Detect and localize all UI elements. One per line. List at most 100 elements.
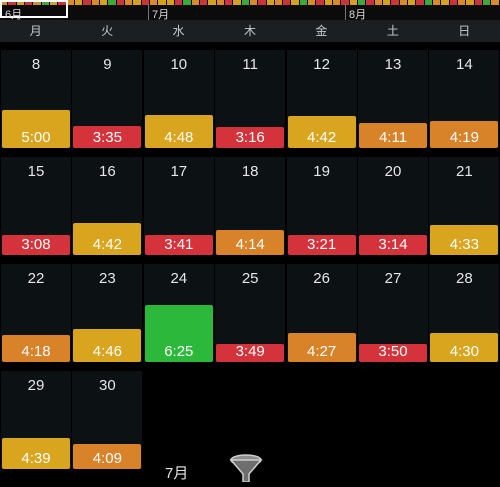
sleep-duration-bar[interactable]: 4:27 — [287, 333, 356, 362]
sleep-duration-bar[interactable]: 3:16 — [216, 127, 285, 148]
sleep-duration-label: 4:30 — [449, 343, 479, 360]
weekday-thu: 木 — [243, 24, 256, 38]
calendar-day-cell[interactable]: 15 3:08 — [1, 157, 71, 255]
sleep-duration-label: 3:50 — [378, 343, 408, 360]
sleep-duration-label: 3:21 — [306, 236, 337, 253]
timeline-day-mark — [258, 0, 266, 5]
sleep-duration-bar[interactable]: 4:19 — [430, 121, 499, 148]
timeline-day-mark — [174, 0, 183, 5]
calendar-day-cell[interactable]: 17 3:41 — [143, 157, 214, 255]
calendar-day-cell[interactable]: 24 6:25 — [143, 264, 214, 362]
sleep-duration-bar[interactable]: 6:25 — [144, 305, 213, 362]
day-number: 24 — [170, 270, 188, 287]
day-number: 20 — [384, 163, 402, 180]
calendar-day-cell[interactable]: 12 4:42 — [286, 50, 357, 148]
timeline-day-mark — [333, 0, 341, 5]
calendar-day-cell[interactable]: 14 4:19 — [429, 50, 500, 148]
weekday-sat: 土 — [386, 24, 399, 38]
calendar-day-cell[interactable]: 19 3:21 — [286, 157, 357, 255]
timeline-day-mark — [58, 0, 66, 5]
timeline-day-mark — [358, 0, 366, 5]
timeline-day-mark — [66, 0, 74, 5]
calendar-day-cell[interactable]: 11 3:16 — [215, 50, 286, 148]
day-number: 13 — [384, 56, 402, 73]
sleep-duration-bar[interactable]: 3:08 — [2, 235, 70, 255]
timeline-day-mark — [266, 0, 274, 5]
day-number: 15 — [27, 163, 45, 180]
sleep-duration-label: 4:42 — [92, 236, 122, 253]
timeline-day-mark — [133, 0, 141, 5]
weekday-wed: 水 — [172, 24, 185, 38]
timeline-day-mark — [391, 0, 399, 5]
sleep-duration-bar[interactable]: 4:14 — [216, 230, 285, 255]
timeline-day-mark — [249, 0, 258, 5]
calendar-day-cell[interactable]: 8 5:00 — [1, 50, 71, 148]
sleep-duration-bar[interactable]: 3:14 — [359, 235, 427, 255]
sleep-duration-bar[interactable]: 4:39 — [2, 438, 70, 469]
sleep-duration-bar[interactable]: 4:33 — [430, 225, 499, 255]
month-timeline[interactable]: 6月 7月 8月 — [0, 0, 500, 21]
sleep-duration-bar[interactable]: 3:41 — [144, 235, 213, 255]
calendar-day-cell[interactable]: 16 4:42 — [72, 157, 143, 255]
weekday-sun: 日 — [458, 24, 471, 38]
weekday-header: 月 火 水 木 金 土 日 — [0, 20, 500, 42]
calendar-day-cell[interactable]: 27 3:50 — [358, 264, 428, 362]
sleep-duration-bar[interactable]: 3:50 — [359, 343, 427, 362]
sleep-duration-bar[interactable]: 5:00 — [2, 110, 70, 148]
sleep-duration-label: 4:09 — [92, 450, 122, 467]
calendar-day-cell[interactable]: 28 4:30 — [429, 264, 500, 362]
timeline-day-mark — [408, 0, 416, 5]
timeline-day-mark — [216, 0, 224, 5]
sleep-duration-label: 4:14 — [235, 236, 265, 253]
calendar-day-cell[interactable]: 25 3:49 — [215, 264, 286, 362]
calendar-day-cell[interactable]: 29 4:39 — [1, 371, 71, 469]
day-number: 9 — [103, 56, 112, 73]
timeline-day-mark — [399, 0, 408, 5]
calendar-day-cell[interactable]: 26 4:27 — [286, 264, 357, 362]
calendar-day-cell[interactable]: 30 4:09 — [72, 371, 143, 469]
timeline-color-strip — [0, 0, 500, 5]
weekday-tue: 火 — [101, 24, 114, 38]
calendar-day-cell[interactable]: 22 4:18 — [1, 264, 71, 362]
timeline-day-mark — [441, 0, 449, 5]
day-number: 30 — [99, 377, 116, 394]
sleep-duration-bar[interactable]: 4:09 — [73, 444, 142, 469]
timeline-day-mark — [41, 0, 49, 5]
sleep-duration-bar[interactable]: 4:42 — [73, 223, 142, 255]
timeline-day-mark — [491, 0, 499, 5]
calendar-day-cell[interactable]: 13 4:11 — [358, 50, 428, 148]
calendar-day-cell[interactable]: 18 4:14 — [215, 157, 286, 255]
sleep-duration-bar[interactable]: 4:48 — [144, 115, 213, 148]
timeline-day-mark — [33, 0, 41, 5]
sleep-duration-bar[interactable]: 3:21 — [287, 235, 356, 255]
sleep-duration-bar[interactable]: 4:18 — [2, 335, 70, 362]
sleep-duration-bar[interactable]: 3:49 — [216, 343, 285, 362]
sleep-duration-bar[interactable]: 4:42 — [287, 116, 356, 148]
selected-month-indicator — [0, 0, 68, 18]
timeline-day-mark — [341, 0, 349, 5]
day-number: 22 — [27, 270, 45, 287]
sleep-duration-bar[interactable]: 3:35 — [73, 126, 142, 148]
sleep-duration-bar[interactable]: 4:11 — [359, 123, 427, 148]
timeline-day-mark — [99, 0, 108, 5]
timeline-day-mark — [424, 0, 433, 5]
timeline-day-mark — [74, 0, 83, 5]
timeline-month-june[interactable]: 6月 — [5, 9, 23, 21]
sleep-duration-label: 3:49 — [235, 343, 265, 360]
sleep-duration-bar[interactable]: 4:46 — [73, 329, 142, 362]
timeline-day-mark — [483, 0, 491, 5]
calendar-day-cell[interactable]: 21 4:33 — [429, 157, 500, 255]
calendar-day-cell[interactable]: 23 4:46 — [72, 264, 143, 362]
calendar-day-cell[interactable]: 20 3:14 — [358, 157, 428, 255]
calendar-day-cell[interactable]: 10 4:48 — [143, 50, 214, 148]
timeline-month-july[interactable]: 7月 — [152, 9, 170, 21]
funnel-icon[interactable] — [226, 452, 266, 483]
sleep-duration-bar[interactable]: 4:30 — [430, 333, 499, 362]
timeline-day-mark — [233, 0, 241, 5]
timeline-day-mark — [83, 0, 91, 5]
timeline-month-august[interactable]: 8月 — [349, 9, 367, 21]
calendar-day-cell[interactable]: 9 3:35 — [72, 50, 143, 148]
timeline-day-mark — [383, 0, 391, 5]
timeline-day-mark — [16, 0, 24, 5]
timeline-day-mark — [124, 0, 133, 5]
